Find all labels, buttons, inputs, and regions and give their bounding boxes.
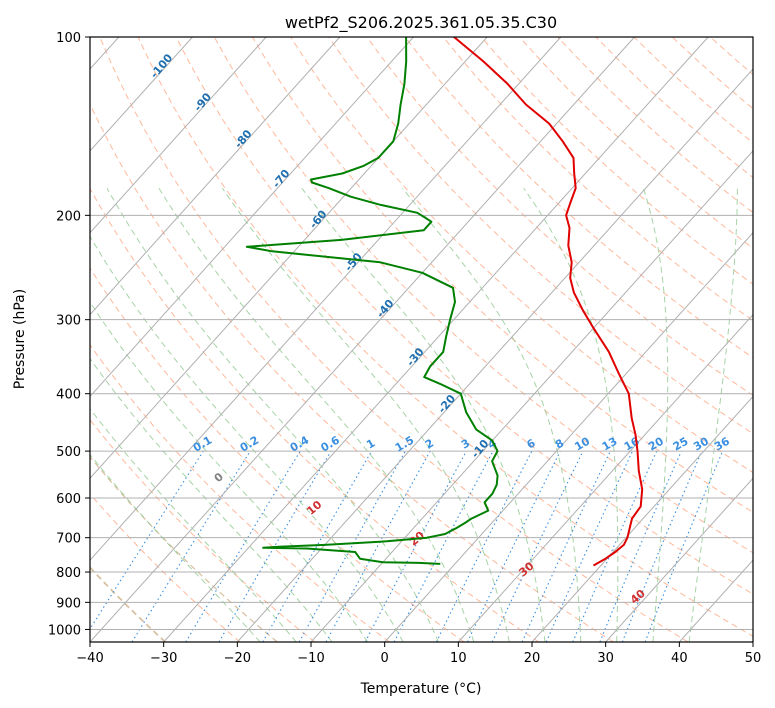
tan-curve	[90, 455, 278, 642]
dry-adiabat-line	[90, 103, 614, 642]
y-tick-label: 400	[56, 388, 81, 403]
chart-title: wetPf2_S206.2025.361.05.35.C30	[285, 13, 557, 33]
dry-adiabat-line	[404, 37, 753, 359]
profile-series	[245, 37, 644, 567]
dry-adiabat-line	[251, 37, 753, 513]
isotherm-line	[310, 150, 753, 642]
dry-adiabat-line	[290, 37, 753, 474]
isotherm-line	[457, 313, 753, 642]
moist-adiabat-line	[642, 188, 669, 642]
x-tick-label: −20	[224, 651, 251, 666]
y-tick-label: 300	[56, 314, 81, 329]
moist-adiabat-line	[90, 453, 261, 642]
isotherm-line	[163, 37, 709, 642]
moist-adiabat-line	[90, 407, 297, 642]
dry-adiabat-line	[90, 187, 540, 642]
y-tick-label: 100	[56, 31, 81, 46]
mixing-ratio-line	[325, 450, 431, 642]
dry-adiabat-line	[90, 418, 316, 642]
y-tick-label: 600	[56, 492, 81, 507]
dry-adiabat-line	[442, 37, 753, 322]
moist-adiabat-line	[688, 188, 738, 642]
y-tick-label: 900	[56, 596, 81, 611]
mixing-ratio-line	[364, 450, 467, 642]
x-axis-label: Temperature (°C)	[360, 681, 482, 697]
dry-adiabat-line	[213, 37, 753, 554]
isotherm-line	[236, 68, 753, 642]
dry-adiabat-line	[328, 37, 753, 435]
dewpoint-line	[245, 37, 499, 565]
x-tick-label: 20	[524, 651, 541, 666]
plot-frame	[89, 36, 754, 643]
x-tick-label: 0	[381, 651, 389, 666]
x-tick-label: 30	[597, 651, 614, 666]
mixing-ratio-line	[185, 450, 301, 642]
x-tick-label: 10	[450, 651, 467, 666]
dry-adiabat-line	[90, 267, 465, 642]
x-tick-label: −30	[150, 651, 177, 666]
moist-adiabat-line	[106, 187, 439, 642]
isotherm-line	[90, 37, 341, 316]
temperature-line	[453, 37, 644, 567]
isotherm-line	[90, 37, 562, 561]
isotherm-line	[90, 37, 267, 234]
y-tick-label: 200	[56, 209, 81, 224]
moist-adiabat-line	[402, 187, 582, 642]
isotherm-line	[605, 477, 753, 642]
dry-adiabat-line	[99, 37, 689, 642]
x-tick-label: 40	[671, 651, 688, 666]
x-tick-label: 50	[745, 651, 762, 666]
mixing-ratio-line	[131, 450, 251, 642]
isotherm-line	[384, 231, 753, 642]
isotherm-line	[90, 37, 193, 152]
x-axis-ticks: −40 −30 −20 −10 0 10 20 30 40 50	[76, 642, 761, 666]
tan-curve	[90, 566, 166, 642]
mixing-ratio-line	[521, 450, 611, 642]
y-tick-label: 700	[56, 532, 81, 547]
mixing-ratio-line	[467, 450, 561, 642]
y-axis-label: Pressure (hPa)	[12, 289, 28, 389]
mixing-ratio-line	[90, 450, 204, 630]
moist-adiabat-line	[90, 235, 404, 642]
moist-adiabat-line	[523, 187, 619, 642]
mixing-ratio-line	[218, 450, 332, 642]
dry-adiabat-line	[175, 37, 753, 595]
moist-adiabat-line	[301, 187, 546, 642]
isotherm-line	[90, 37, 414, 398]
isotherm-line	[90, 37, 635, 642]
y-tick-label: 800	[56, 566, 81, 581]
x-tick-label: −10	[297, 651, 324, 666]
y-tick-label: 1000	[48, 623, 81, 638]
dry-adiabat-line	[90, 493, 241, 642]
x-tick-label: −40	[76, 651, 103, 666]
isotherm-line	[90, 37, 488, 480]
isotherm-line	[531, 395, 753, 642]
y-tick-label: 500	[56, 445, 81, 460]
dry-adiabat-line	[366, 37, 753, 396]
y-axis-ticks: 100 200 300 400 500 600 700 800 900 1000	[48, 31, 90, 638]
moist-adiabat-line	[90, 301, 369, 642]
moist-adiabat-line	[90, 357, 333, 642]
moist-adiabat-line	[158, 187, 475, 642]
moist-adiabat-line	[221, 187, 510, 642]
background-lines	[90, 37, 753, 642]
